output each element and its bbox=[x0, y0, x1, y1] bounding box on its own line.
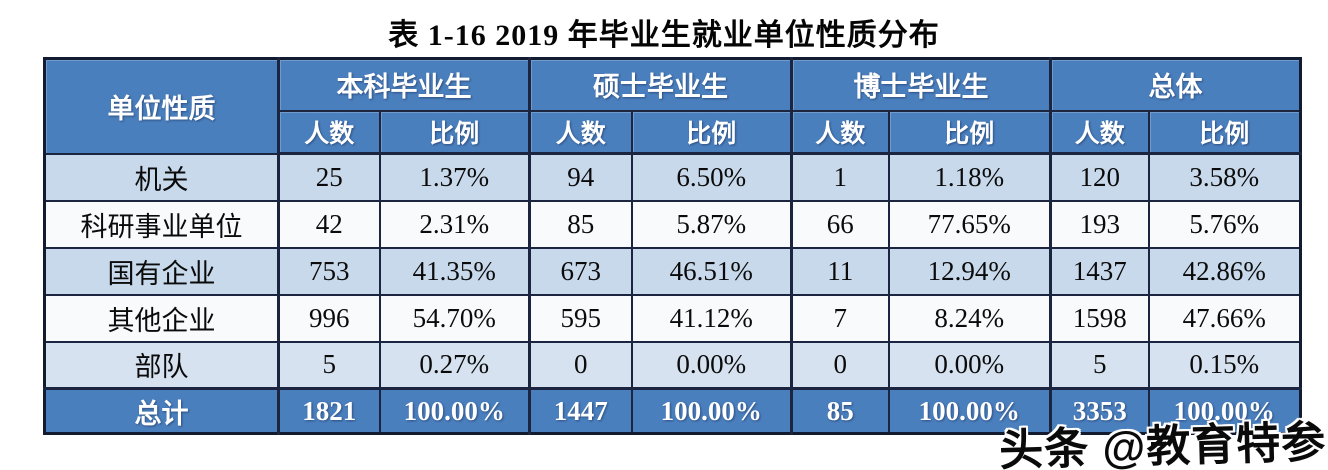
cell: 100.00% bbox=[887, 387, 1052, 435]
cell: 1.18% bbox=[887, 152, 1052, 202]
cell: 42.86% bbox=[1147, 246, 1302, 296]
row-label: 机关 bbox=[43, 152, 280, 202]
cell: 66 bbox=[790, 199, 890, 249]
cell: 1447 bbox=[528, 387, 633, 435]
cell: 8.24% bbox=[887, 293, 1052, 343]
subheader-count: 人数 bbox=[528, 109, 633, 155]
page-title: 表 1-16 2019 年毕业生就业单位性质分布 bbox=[388, 19, 940, 52]
subheader-count: 人数 bbox=[277, 109, 381, 155]
cell: 94 bbox=[528, 152, 633, 202]
group-header-doctor: 博士毕业生 bbox=[790, 57, 1052, 112]
cell: 85 bbox=[790, 387, 890, 435]
cell: 5 bbox=[1049, 340, 1150, 390]
cell: 120 bbox=[1049, 152, 1150, 202]
table-row-state-owned-enterprise: 国有企业 753 41.35% 673 46.51% 11 12.94% 143… bbox=[43, 246, 1302, 296]
cell: 0 bbox=[528, 340, 633, 390]
cell: 5.76% bbox=[1147, 199, 1302, 249]
cell: 77.65% bbox=[887, 199, 1052, 249]
subheader-ratio: 比例 bbox=[630, 109, 793, 155]
cell: 1821 bbox=[277, 387, 381, 435]
cell: 42 bbox=[277, 199, 381, 249]
cell: 100.00% bbox=[378, 387, 531, 435]
cell: 100.00% bbox=[1147, 387, 1302, 435]
group-header-master: 硕士毕业生 bbox=[528, 57, 793, 112]
table-row-military: 部队 5 0.27% 0 0.00% 0 0.00% 5 0.15% bbox=[43, 340, 1302, 390]
cell: 3.58% bbox=[1147, 152, 1302, 202]
employment-unit-table: 单位性质 本科毕业生 硕士毕业生 博士毕业生 总体 人数 比例 人数 比例 人数… bbox=[43, 57, 1302, 435]
subheader-count: 人数 bbox=[790, 109, 890, 155]
subheader-ratio: 比例 bbox=[887, 109, 1052, 155]
cell: 1 bbox=[790, 152, 890, 202]
subheader-count: 人数 bbox=[1049, 109, 1150, 155]
cell: 0.27% bbox=[378, 340, 531, 390]
cell: 1.37% bbox=[378, 152, 531, 202]
cell: 5 bbox=[277, 340, 381, 390]
cell: 46.51% bbox=[630, 246, 793, 296]
cell: 12.94% bbox=[887, 246, 1052, 296]
subheader-ratio: 比例 bbox=[1147, 109, 1302, 155]
cell: 0 bbox=[790, 340, 890, 390]
cell: 100.00% bbox=[630, 387, 793, 435]
subheader-ratio: 比例 bbox=[378, 109, 531, 155]
cell: 996 bbox=[277, 293, 381, 343]
cell: 1437 bbox=[1049, 246, 1150, 296]
cell: 5.87% bbox=[630, 199, 793, 249]
row-label: 部队 bbox=[43, 340, 280, 390]
cell: 11 bbox=[790, 246, 890, 296]
cell: 673 bbox=[528, 246, 633, 296]
cell: 193 bbox=[1049, 199, 1150, 249]
cell: 41.12% bbox=[630, 293, 793, 343]
cell: 3353 bbox=[1049, 387, 1150, 435]
cell: 0.15% bbox=[1147, 340, 1302, 390]
cell: 595 bbox=[528, 293, 633, 343]
cell: 41.35% bbox=[378, 246, 531, 296]
row-label: 其他企业 bbox=[43, 293, 280, 343]
table-row-government: 机关 25 1.37% 94 6.50% 1 1.18% 120 3.58% bbox=[43, 152, 1302, 202]
cell: 1598 bbox=[1049, 293, 1150, 343]
cell: 753 bbox=[277, 246, 381, 296]
table-row-other-enterprise: 其他企业 996 54.70% 595 41.12% 7 8.24% 1598 … bbox=[43, 293, 1302, 343]
row-label-total: 总计 bbox=[43, 387, 280, 435]
cell: 7 bbox=[790, 293, 890, 343]
group-header-overall: 总体 bbox=[1049, 57, 1302, 112]
group-header-bachelor: 本科毕业生 bbox=[277, 57, 531, 112]
cell: 6.50% bbox=[630, 152, 793, 202]
row-label: 科研事业单位 bbox=[43, 199, 280, 249]
toutiao-watermark: 头条 @教育特参 bbox=[998, 418, 1327, 470]
cell: 2.31% bbox=[378, 199, 531, 249]
cell: 47.66% bbox=[1147, 293, 1302, 343]
row-label: 国有企业 bbox=[43, 246, 280, 296]
cell: 85 bbox=[528, 199, 633, 249]
cell: 54.70% bbox=[378, 293, 531, 343]
table-row-research-institution: 科研事业单位 42 2.31% 85 5.87% 66 77.65% 193 5… bbox=[43, 199, 1302, 249]
cell: 0.00% bbox=[887, 340, 1052, 390]
table-row-total: 总计 1821 100.00% 1447 100.00% 85 100.00% … bbox=[43, 387, 1302, 435]
corner-header-unit-type: 单位性质 bbox=[43, 57, 280, 155]
cell: 25 bbox=[277, 152, 381, 202]
cell: 0.00% bbox=[630, 340, 793, 390]
